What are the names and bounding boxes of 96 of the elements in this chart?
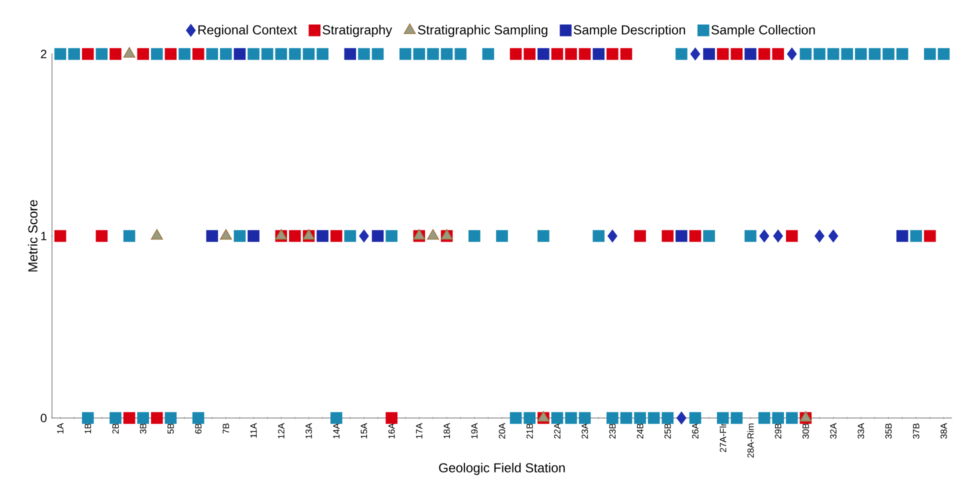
point (592, 48, 605, 60)
x-tick-label: 23B (609, 423, 616, 439)
x-tick-label: 1A (57, 423, 64, 434)
point (386, 412, 398, 424)
point (786, 48, 797, 60)
point (608, 230, 618, 242)
x-tick-label: 6B (195, 423, 202, 434)
point (924, 230, 936, 242)
x-tick-label: 26A (692, 423, 698, 439)
point (620, 48, 632, 60)
point (828, 230, 838, 242)
point (206, 230, 218, 242)
point (524, 48, 536, 60)
point (716, 48, 729, 60)
point (344, 48, 356, 60)
point (289, 230, 301, 242)
point (786, 230, 798, 242)
x-tick-label: 33A (858, 423, 864, 439)
point (123, 412, 136, 424)
point (330, 230, 342, 242)
point (758, 48, 770, 60)
x-tick-label: 12A (278, 423, 284, 438)
legend-label: Stratigraphic Sampling (418, 24, 548, 38)
y-axis-title: Metric Score (28, 200, 38, 272)
point (676, 412, 686, 424)
point (814, 230, 824, 242)
x-tick-label: 17A (416, 423, 422, 438)
point (359, 230, 369, 242)
x-tick-label: 20A (498, 423, 506, 439)
x-tick-label: 11A (250, 423, 257, 438)
point (689, 230, 702, 242)
legend-label: Regional Context (198, 24, 297, 38)
y-tick-label: 2 (40, 50, 46, 58)
x-tick-label: 1B (84, 423, 91, 434)
point (578, 48, 591, 60)
point (510, 48, 522, 60)
point (772, 48, 784, 60)
y-tick-label: 1 (41, 232, 46, 240)
point (744, 48, 756, 60)
x-tick-label: 22A (554, 423, 560, 439)
x-tick-label: 38A (940, 423, 947, 439)
x-tick-label: 3B (140, 423, 146, 434)
point (96, 230, 108, 242)
point (634, 230, 646, 242)
point (192, 48, 204, 60)
point (150, 229, 163, 240)
point (676, 230, 688, 242)
legend-label: Sample Description (574, 24, 686, 38)
point (316, 230, 328, 242)
point (137, 48, 150, 60)
point (759, 230, 770, 242)
legend-label: Stratigraphy (322, 24, 392, 38)
x-tick-label: 2B (112, 423, 119, 434)
x-tick-label: 37B (912, 423, 920, 439)
x-tick-label: 35B (885, 423, 892, 439)
x-tick-label: 19A (471, 423, 478, 438)
x-tick-label: 14A (333, 423, 340, 438)
point (690, 48, 700, 60)
x-tick-label: 21B (526, 423, 533, 439)
x-tick-label: 13A (306, 423, 312, 438)
x-tick-label: 24B (636, 423, 644, 439)
point (730, 48, 743, 60)
point (565, 48, 577, 60)
point (248, 230, 260, 242)
point (372, 230, 384, 242)
x-tick-label: 27A-Flr (720, 423, 726, 452)
x-tick-label: 16A (388, 423, 395, 438)
x-tick-label: 32A (830, 423, 836, 439)
point (551, 48, 564, 60)
x-tick-label: 28A-Rim (747, 424, 754, 458)
point (426, 229, 440, 240)
x-tick-label: 29B (774, 423, 782, 439)
point (662, 230, 674, 242)
point (538, 48, 550, 60)
point (234, 48, 246, 60)
x-axis-title: Geologic Field Station (439, 462, 565, 475)
x-tick-label: 25B (664, 423, 671, 439)
x-tick-label: 5B (168, 423, 174, 434)
point (703, 48, 715, 60)
point (220, 229, 232, 240)
point (54, 230, 66, 242)
point (606, 48, 618, 60)
point (123, 47, 136, 58)
point (773, 230, 783, 242)
x-tick-label: 15A (360, 423, 368, 438)
x-tick-label: 23A (582, 423, 588, 439)
x-tick-label: 7B (222, 423, 230, 434)
y-tick-label: 0 (40, 414, 47, 422)
legend-label: Sample Collection (711, 24, 815, 38)
point (151, 412, 163, 424)
point (164, 48, 177, 60)
point (82, 48, 94, 60)
point (896, 230, 908, 242)
x-tick-label: 18A (444, 423, 450, 438)
point (110, 48, 122, 60)
x-tick-label: 30B (802, 423, 809, 439)
